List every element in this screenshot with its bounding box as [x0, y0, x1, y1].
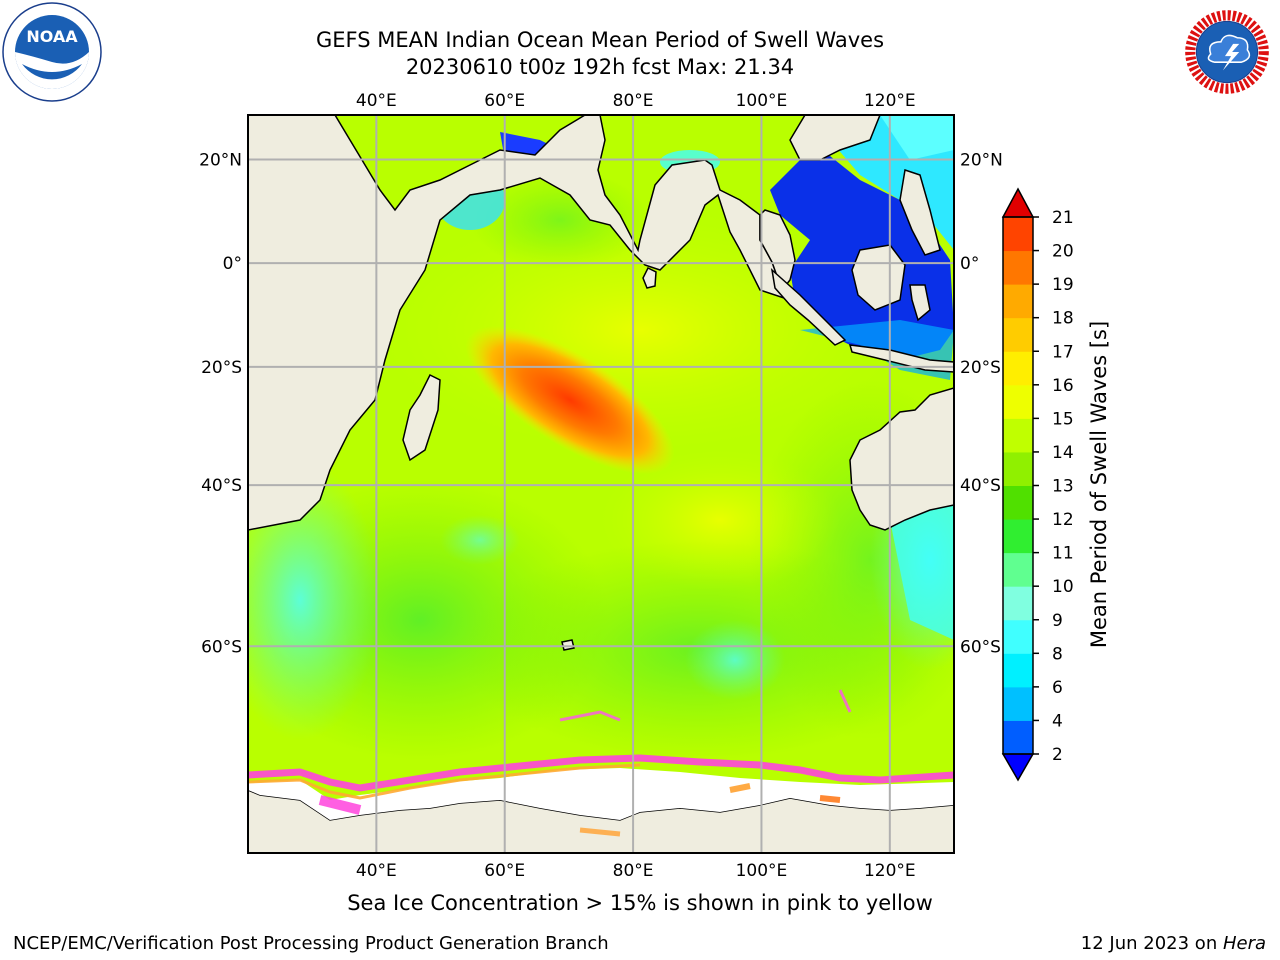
indochina-land — [759, 209, 796, 292]
sea-ice-caption: Sea Ice Concentration > 15% is shown in … — [347, 891, 933, 915]
nws-logo-icon — [1178, 3, 1276, 101]
bottom-lon-label: 100°E — [736, 861, 788, 881]
left-lat-label: 40°S — [201, 476, 242, 496]
colorbar-under-arrow — [1001, 753, 1035, 782]
map-axis-labels: 40°E 40°E 60°E 60°E 80°E 80°E 100°E 100°E 120°E 1… — [199, 91, 1003, 881]
colorbar-swatch — [1003, 720, 1033, 755]
top-lon-label: 60°E — [484, 91, 525, 111]
chart-title: GEFS MEAN Indian Ocean Mean Period of Sw… — [315, 28, 885, 52]
colorbar-tick-label: 6 — [1052, 678, 1063, 698]
colorbar-tick-label: 16 — [1052, 376, 1074, 396]
noaa-logo-icon: NOAA — [2, 2, 102, 102]
colorbar: 2 4 6 8 9 10 11 12 13 14 15 16 17 18 19 20 21 Mean Period… — [1001, 187, 1111, 782]
colorbar-swatch — [1003, 317, 1033, 352]
colorbar-tick-label: 11 — [1052, 544, 1074, 564]
colorbar-swatch — [1003, 351, 1033, 386]
colorbar-swatch — [1003, 250, 1033, 285]
land-masses — [248, 115, 954, 853]
footer-credit: NCEP/EMC/Verification Post Processing Pr… — [13, 933, 609, 954]
top-lon-label: 100°E — [736, 91, 788, 111]
colorbar-tick-label: 17 — [1052, 342, 1074, 362]
bottom-lon-label: 40°E — [356, 861, 397, 881]
sumatra-land — [770, 268, 847, 346]
colorbar-tick-label: 10 — [1052, 577, 1074, 597]
colorbar-swatch — [1003, 217, 1033, 252]
right-lat-label: 60°S — [960, 637, 1001, 657]
colorbar-swatch — [1003, 418, 1033, 453]
map-frame — [247, 114, 955, 854]
colorbar-swatch — [1003, 552, 1033, 587]
colorbar-over-arrow — [1001, 187, 1035, 218]
colorbar-swatch — [1003, 586, 1033, 621]
bottom-lon-label: 120°E — [864, 861, 916, 881]
borneo-land — [851, 244, 906, 311]
madagascar-land — [402, 373, 441, 462]
colorbar-tick-label: 9 — [1052, 611, 1063, 631]
sri-lanka-land — [642, 266, 657, 289]
right-lat-label: 0° — [960, 254, 979, 274]
indochina-north-land — [789, 115, 881, 161]
sea-ice-white — [248, 768, 954, 820]
chart-subtitle: 20230610 t00z 192h fcst Max: 21.34 — [405, 55, 795, 79]
colorbar-swatch — [1003, 451, 1033, 486]
footer-date: 12 Jun 2023 on Hera — [1081, 933, 1266, 954]
colorbar-swatch — [1003, 519, 1033, 554]
bottom-lon-label: 60°E — [484, 861, 525, 881]
colorbar-title: Mean Period of Swell Waves [s] — [1087, 321, 1111, 648]
svg-text:NOAA: NOAA — [26, 27, 78, 46]
bottom-lon-label: 80°E — [613, 861, 654, 881]
left-lat-label: 0° — [223, 254, 242, 274]
map-gridlines — [248, 115, 954, 853]
colorbar-swatch — [1003, 619, 1033, 654]
sea-ice-fringe — [248, 754, 954, 792]
colorbar-tick-label: 4 — [1052, 711, 1063, 731]
colorbar-tick-label: 20 — [1052, 242, 1074, 262]
colorbar-tick-label: 19 — [1052, 275, 1074, 295]
top-lon-label: 40°E — [356, 91, 397, 111]
top-lon-label: 80°E — [613, 91, 654, 111]
colorbar-tick-label: 18 — [1052, 309, 1074, 329]
map-area — [248, 115, 954, 853]
colorbar-swatch — [1003, 284, 1033, 319]
philippines-land — [899, 169, 941, 256]
colorbar-tick-label: 14 — [1052, 443, 1074, 463]
colorbar-tick-label: 8 — [1052, 644, 1063, 664]
right-lat-label: 40°S — [960, 476, 1001, 496]
colorbar-tick-label: 15 — [1052, 409, 1074, 429]
footer-host: Hera — [1222, 933, 1266, 954]
footer-date-text: 12 Jun 2023 on — [1080, 933, 1223, 954]
left-lat-label: 60°S — [201, 637, 242, 657]
colorbar-tick-label: 21 — [1052, 208, 1074, 228]
colorbar-swatch — [1003, 686, 1033, 721]
top-lon-label: 120°E — [864, 91, 916, 111]
colorbar-swatch — [1003, 384, 1033, 419]
kerguelen-land — [561, 639, 575, 651]
left-lat-label: 20°S — [201, 358, 242, 378]
right-lat-label: 20°S — [960, 358, 1001, 378]
java-land — [848, 344, 954, 373]
left-lat-label: 20°N — [199, 151, 242, 171]
colorbar-tick-label: 12 — [1052, 510, 1074, 530]
colorbar-tick-label: 2 — [1052, 745, 1063, 765]
colorbar-tick-label: 13 — [1052, 477, 1074, 497]
australia-land — [849, 387, 954, 531]
colorbar-swatch — [1003, 485, 1033, 520]
sulawesi-land — [909, 284, 931, 322]
colorbar-swatch — [1003, 653, 1033, 688]
right-lat-label: 20°N — [960, 151, 1003, 171]
